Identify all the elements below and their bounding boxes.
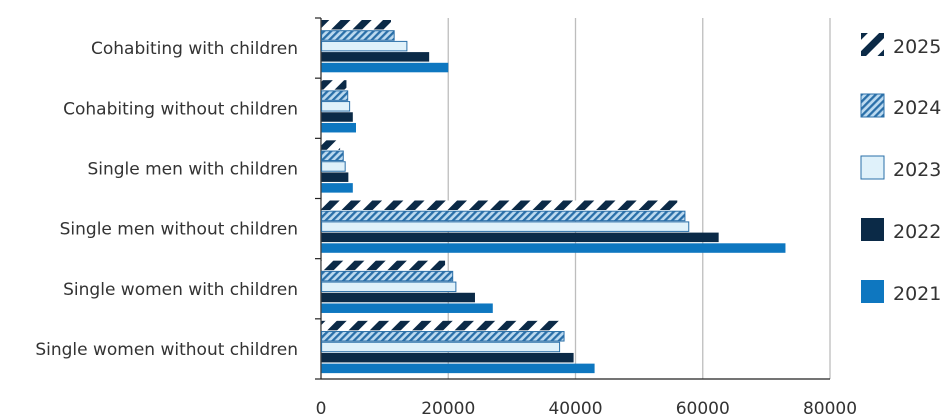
bar-2021 [321,243,786,253]
bar-2023 [321,281,457,293]
legend-swatch-2021 [861,280,884,303]
bar-2024 [321,210,686,222]
legend-swatch-2022 [861,218,884,241]
category-label: Single women with children [63,280,298,300]
category-label: Cohabiting with children [91,39,298,59]
bar-2023 [321,161,346,172]
category-label: Cohabiting without children [63,99,298,119]
bar-2022 [321,172,349,182]
legend-label: 2024 [893,97,941,119]
bar-2024 [321,150,344,162]
legend-label: 2023 [893,159,941,181]
bar-2021 [321,303,493,313]
category-label: Single men without children [60,220,298,240]
bar-2025 [321,20,391,30]
x-tick-label: 60000 [676,399,730,419]
x-tick-label: 20000 [421,399,475,419]
legend-label: 2025 [893,36,941,58]
gridlines [447,18,831,379]
bar-2022 [321,292,475,303]
bar-2023 [321,101,351,112]
legend-swatch-2025 [861,33,884,56]
bar-2022 [321,52,430,62]
bar-2025 [321,80,347,90]
legend-swatch-2023 [860,155,885,180]
x-tick-label: 0 [316,399,327,419]
bar-2023 [321,341,561,353]
axes [315,17,830,380]
bar-2021 [321,122,356,133]
x-tick-label: 40000 [548,399,602,419]
legend-label: 2021 [893,283,941,305]
bar-2024 [321,90,349,101]
bar-2024 [321,331,565,342]
legend: 2025 2024 2023 2022 2021 [860,33,941,305]
legend-swatch-2024 [860,93,885,118]
bar-2024 [321,270,454,282]
bar-2023 [321,221,690,232]
bar-2022 [321,232,719,243]
bar-2023 [321,40,408,52]
bar-2021 [321,363,595,374]
bar-2025 [321,320,560,331]
bar-2024 [321,30,395,41]
bars [321,20,786,374]
bar-2025 [321,200,678,210]
labels: 0 20000 40000 60000 80000 Cohabiting with chi… [35,39,857,419]
category-label: Single women without children [35,340,298,360]
bar-2025 [321,260,446,271]
bar-2022 [321,112,353,122]
x-tick-label: 80000 [803,399,857,419]
category-label: Single men with children [87,159,298,179]
bar-2021 [321,183,353,193]
bar-2021 [321,62,449,73]
legend-label: 2022 [893,221,941,243]
bar-2022 [321,352,574,363]
bar-2025 [321,140,341,150]
